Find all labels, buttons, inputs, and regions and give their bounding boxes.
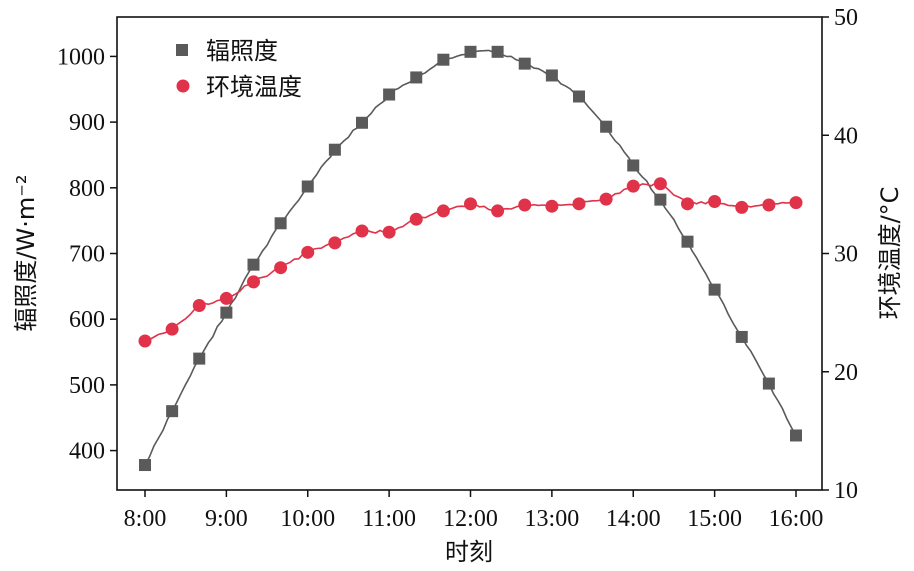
irradiance-point	[301, 180, 314, 193]
y-right-axis-ticks: 10 20 30 40 50	[822, 5, 858, 504]
x-tick-label: 12:00	[443, 506, 498, 532]
irradiance-point	[464, 45, 477, 58]
temperature-point	[165, 322, 179, 336]
temperature-point	[599, 192, 613, 206]
temperature-point	[572, 197, 586, 211]
temperature-point	[681, 197, 694, 211]
legend-label-temperature: 环境温度	[206, 73, 302, 101]
irradiance-point	[518, 57, 531, 70]
temperature-point	[545, 199, 559, 213]
y-left-axis-ticks: 400 500 600 700 800 900 1000	[57, 44, 117, 465]
temperature-point	[626, 179, 640, 193]
y-left-tick-label: 600	[69, 307, 105, 333]
temperature-point	[464, 197, 477, 211]
irradiance-point	[220, 306, 233, 319]
irradiance-point	[356, 116, 368, 129]
temperature-point	[409, 212, 423, 226]
irradiance-point	[600, 120, 613, 133]
temperature-point	[247, 275, 260, 289]
x-tick-label: 8:00	[124, 506, 167, 532]
legend: 辐照度 环境温度	[176, 37, 302, 101]
irradiance-point	[193, 352, 206, 365]
x-tick-label: 14:00	[606, 506, 661, 532]
irradiance-point	[790, 429, 802, 442]
y-right-tick-label: 10	[834, 478, 858, 504]
y-left-tick-label: 1000	[57, 44, 105, 70]
y-right-axis-title: 环境温度/°C	[876, 187, 904, 320]
legend-marker-temperature	[176, 79, 190, 93]
temperature-point	[382, 225, 396, 239]
irradiance-point	[328, 143, 341, 156]
temperature-point	[219, 291, 233, 305]
temperature-point	[653, 177, 667, 191]
irradiance-point	[491, 45, 504, 58]
x-tick-label: 13:00	[525, 506, 580, 532]
irradiance-point	[627, 159, 640, 172]
y-left-tick-label: 800	[69, 176, 105, 202]
y-right-tick-label: 20	[834, 360, 858, 386]
series-line-irradiance	[144, 49, 797, 466]
temperature-point	[138, 334, 152, 348]
temperature-point	[491, 204, 505, 218]
x-axis-ticks: 8:00 9:00 10:00 11:00 12:00 13:00 14:00 15:00 16…	[124, 490, 824, 532]
temperature-point	[735, 200, 749, 214]
temperature-point	[436, 204, 450, 218]
x-tick-label: 10:00	[280, 506, 335, 532]
irradiance-point	[573, 90, 585, 103]
irradiance-point	[654, 193, 667, 206]
y-right-tick-label: 40	[834, 123, 858, 149]
irradiance-point	[545, 69, 558, 82]
y-left-tick-label: 500	[69, 373, 105, 399]
y-left-tick-label: 400	[69, 439, 105, 465]
irradiance-point	[681, 235, 694, 248]
x-tick-label: 9:00	[205, 506, 248, 532]
x-tick-label: 11:00	[362, 506, 416, 532]
irradiance-point	[139, 459, 151, 472]
irradiance-point	[166, 405, 179, 418]
temperature-point	[708, 194, 722, 208]
irradiance-point	[708, 283, 721, 296]
irradiance-point	[274, 217, 287, 230]
legend-label-irradiance: 辐照度	[206, 37, 278, 65]
x-axis-title: 时刻	[445, 538, 493, 566]
x-tick-label: 15:00	[687, 506, 742, 532]
legend-marker-irradiance	[176, 44, 188, 56]
y-left-axis-title: 辐照度/W·m⁻²	[12, 174, 40, 331]
y-left-tick-label: 900	[69, 110, 105, 136]
temperature-point	[355, 224, 369, 238]
temperature-point	[301, 245, 315, 259]
x-tick-label: 16:00	[769, 506, 824, 532]
temperature-point	[518, 198, 532, 212]
irradiance-point	[410, 71, 423, 84]
y-left-tick-label: 700	[69, 242, 105, 268]
temperature-point	[789, 196, 803, 210]
temperature-point	[192, 299, 206, 313]
y-right-tick-label: 30	[834, 242, 858, 268]
irradiance-point	[762, 377, 775, 390]
temperature-point	[274, 261, 288, 275]
series-layer	[138, 45, 803, 472]
irradiance-point	[247, 258, 260, 271]
irradiance-point	[735, 330, 748, 343]
y-right-tick-label: 50	[834, 5, 858, 31]
temperature-point	[328, 236, 342, 250]
irradiance-point	[383, 88, 396, 101]
irradiance-point	[437, 53, 450, 66]
temperature-point	[762, 198, 776, 212]
